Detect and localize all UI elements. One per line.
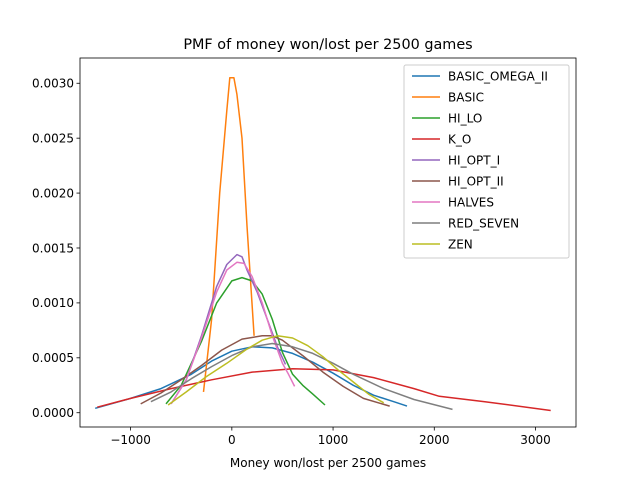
legend: BASIC_OMEGA_II BASIC HI_LO K_O HI_OPT_I HI_OP… — [403, 64, 570, 259]
x-axis-label: Money won/lost per 2500 games — [230, 456, 426, 470]
legend-label-basic: BASIC — [448, 90, 484, 104]
series-line-basic — [202, 77, 255, 392]
y-tick-label: 0.0010 — [32, 296, 74, 310]
series-line-zen — [167, 335, 385, 406]
series-lines — [94, 77, 551, 412]
series-line-hi-lo — [165, 276, 326, 406]
x-tick-label: 0 — [228, 433, 236, 447]
x-tick-label: 3000 — [520, 433, 551, 447]
x-tick-label: −1000 — [110, 433, 151, 447]
legend-label-zen: ZEN — [448, 237, 473, 251]
axes-frame — [79, 57, 577, 428]
series-line-halves — [170, 261, 296, 405]
legend-label-hi-opt-i: HI_OPT_I — [448, 153, 500, 167]
y-tick-label: 0.0000 — [32, 406, 74, 420]
legend-label-hi-lo: HI_LO — [448, 111, 482, 125]
y-tick-label: 0.0030 — [32, 77, 74, 91]
series-line-red-seven — [150, 342, 453, 411]
chart-title: PMF of money won/lost per 2500 games — [183, 37, 472, 53]
legend-label-red-seven: RED_SEVEN — [448, 216, 519, 230]
y-tick-label: 0.0025 — [32, 131, 74, 145]
x-ticks: −1000 0 1000 2000 3000 — [110, 427, 551, 447]
series-line-hi-opt-ii — [140, 335, 390, 407]
y-tick-label: 0.0015 — [32, 241, 74, 255]
legend-label-halves: HALVES — [448, 195, 494, 209]
y-tick-label: 0.0005 — [32, 351, 74, 365]
y-tick-label: 0.0020 — [32, 186, 74, 200]
y-ticks: 0.0000 0.0005 0.0010 0.0015 0.0020 0.0025 0.00… — [32, 77, 80, 420]
legend-label-hi-opt-ii: HI_OPT_II — [448, 174, 504, 188]
x-tick-label: 1000 — [318, 433, 349, 447]
legend-box — [403, 64, 570, 259]
x-tick-label: 2000 — [419, 433, 450, 447]
legend-label-k-o: K_O — [448, 132, 471, 146]
legend-label-basic-omega-ii: BASIC_OMEGA_II — [448, 69, 548, 83]
